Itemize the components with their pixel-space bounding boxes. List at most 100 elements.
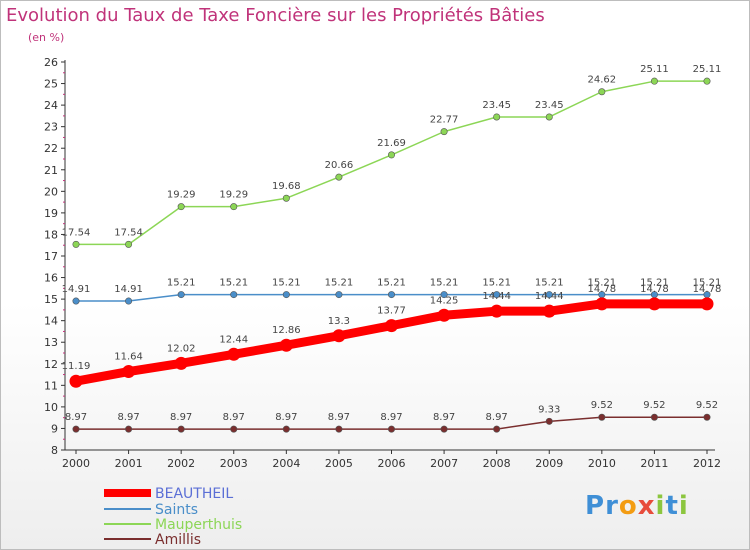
y-tick-label: 18 <box>44 228 58 241</box>
data-label-amillis: 9.52 <box>696 400 718 411</box>
data-label-amillis: 8.97 <box>117 412 139 423</box>
data-point-mauperthuis <box>545 113 553 121</box>
data-point-amillis <box>177 425 185 433</box>
legend-label-amillis: Amillis <box>155 532 201 548</box>
data-point-beautheil <box>332 329 346 343</box>
data-label-mauperthuis: 17.54 <box>114 227 143 238</box>
logo-letter: P <box>585 491 606 521</box>
data-point-beautheil <box>122 365 136 379</box>
data-point-mauperthuis <box>282 194 290 202</box>
data-label-mauperthuis: 19.68 <box>272 181 301 192</box>
x-tick-label: 2001 <box>115 457 143 470</box>
data-point-mauperthuis <box>72 240 80 248</box>
data-label-mauperthuis: 24.62 <box>588 75 617 86</box>
y-tick-label: 16 <box>44 272 58 285</box>
data-label-beautheil: 13.77 <box>377 306 406 317</box>
data-label-saints: 15.21 <box>167 278 196 289</box>
y-tick-label: 12 <box>44 358 58 371</box>
logo-letter: t <box>665 491 679 521</box>
data-label-beautheil: 12.44 <box>219 334 248 345</box>
data-point-beautheil <box>647 297 661 311</box>
y-tick-label: 10 <box>44 401 58 414</box>
data-label-mauperthuis: 25.11 <box>693 64 722 75</box>
data-label-mauperthuis: 23.45 <box>535 100 564 111</box>
data-point-saints <box>545 291 553 299</box>
data-label-beautheil: 11.64 <box>114 352 143 363</box>
data-point-beautheil <box>279 338 293 352</box>
x-tick-label: 2004 <box>272 457 300 470</box>
data-point-saints <box>440 291 448 299</box>
x-tick-label: 2005 <box>325 457 353 470</box>
y-tick-label: 17 <box>44 250 58 263</box>
data-label-amillis: 8.97 <box>65 412 87 423</box>
data-label-beautheil: 13.3 <box>328 316 350 327</box>
data-point-amillis <box>440 425 448 433</box>
data-label-amillis: 9.52 <box>591 400 613 411</box>
data-label-saints: 15.21 <box>325 278 354 289</box>
data-point-beautheil <box>437 308 451 322</box>
data-point-beautheil <box>700 297 714 311</box>
legend-label-saints: Saints <box>155 502 198 518</box>
data-point-mauperthuis <box>493 113 501 121</box>
data-point-saints <box>387 291 395 299</box>
y-tick-label: 26 <box>44 56 58 69</box>
x-tick-label: 2003 <box>220 457 248 470</box>
y-tick-label: 23 <box>44 121 58 134</box>
data-label-beautheil: 14.78 <box>693 284 722 295</box>
data-point-mauperthuis <box>230 203 238 211</box>
data-label-saints: 15.21 <box>640 278 669 289</box>
data-label-mauperthuis: 23.45 <box>482 100 511 111</box>
logo-letter: r <box>605 491 619 521</box>
y-tick-label: 22 <box>44 142 58 155</box>
chart-subtitle: (en %) <box>28 31 65 44</box>
y-tick-label: 20 <box>44 185 58 198</box>
data-label-mauperthuis: 20.66 <box>325 160 354 171</box>
data-label-amillis: 8.97 <box>328 412 350 423</box>
data-point-mauperthuis <box>440 128 448 136</box>
data-label-amillis: 8.97 <box>433 412 455 423</box>
data-label-saints: 15.21 <box>693 278 722 289</box>
data-point-beautheil <box>385 319 398 333</box>
data-label-amillis: 8.97 <box>223 412 245 423</box>
data-label-mauperthuis: 19.29 <box>167 190 196 201</box>
data-point-mauperthuis <box>335 173 343 181</box>
chart-series <box>69 77 714 433</box>
data-point-saints <box>230 291 238 299</box>
logo-letter: i <box>678 491 689 521</box>
data-point-saints <box>177 291 185 299</box>
data-point-saints <box>125 297 133 305</box>
data-point-mauperthuis <box>598 88 606 96</box>
data-label-mauperthuis: 21.69 <box>377 138 406 149</box>
data-point-amillis <box>72 425 80 433</box>
data-label-beautheil: 14.78 <box>640 284 669 295</box>
proxiti-logo: Proxiti <box>585 491 689 521</box>
data-label-mauperthuis: 25.11 <box>640 64 669 75</box>
data-point-saints <box>335 291 343 299</box>
y-tick-label: 19 <box>44 207 58 220</box>
data-label-amillis: 8.97 <box>486 412 508 423</box>
y-tick-label: 8 <box>51 444 58 457</box>
data-point-saints <box>493 291 501 299</box>
data-label-beautheil: 12.86 <box>272 325 301 336</box>
data-label-saints: 15.21 <box>219 278 248 289</box>
data-point-amillis <box>335 425 343 433</box>
data-point-beautheil <box>174 356 188 370</box>
data-label-mauperthuis: 17.54 <box>62 227 91 238</box>
data-point-mauperthuis <box>387 151 395 159</box>
x-tick-label: 2002 <box>167 457 195 470</box>
data-label-mauperthuis: 19.29 <box>219 190 248 201</box>
data-label-saints: 14.91 <box>114 284 143 295</box>
x-tick-label: 2012 <box>693 457 721 470</box>
chart-title: Evolution du Taux de Taxe Foncière sur l… <box>6 5 545 26</box>
data-point-amillis <box>387 425 395 433</box>
x-tick-label: 2006 <box>378 457 406 470</box>
data-label-beautheil: 14.44 <box>535 291 564 302</box>
data-label-saints: 14.91 <box>62 284 91 295</box>
data-label-beautheil: 12.02 <box>167 343 196 354</box>
series-line-mauperthuis <box>75 80 708 246</box>
x-tick-label: 2000 <box>62 457 90 470</box>
data-point-mauperthuis <box>703 77 711 85</box>
y-tick-label: 21 <box>44 164 58 177</box>
x-tick-label: 2011 <box>640 457 668 470</box>
